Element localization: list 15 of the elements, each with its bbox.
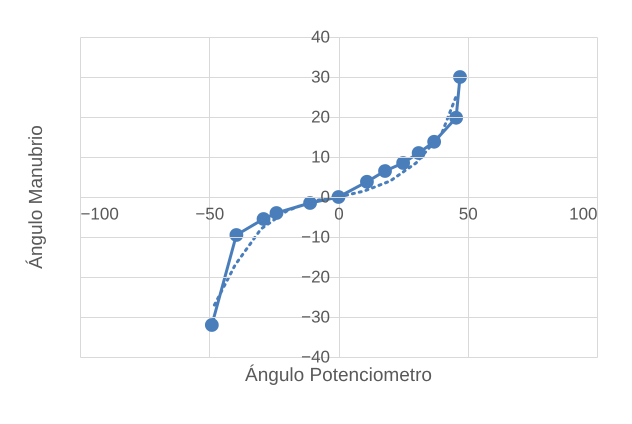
y-tick-label: 40 xyxy=(311,28,330,46)
x-tick-label: 0 xyxy=(334,204,344,224)
x-tick-label: −100 xyxy=(80,204,119,224)
y-tick-label: 30 xyxy=(311,68,330,86)
x-tick-label: 100 xyxy=(569,204,598,224)
x-axis-title: Ángulo Potenciometro xyxy=(245,365,432,387)
y-tick-label: −40 xyxy=(301,348,330,366)
y-tick-label: −20 xyxy=(301,268,330,286)
x-tick-label: 50 xyxy=(458,204,478,224)
y-tick-label: −30 xyxy=(301,308,330,326)
y-axis-title: Ángulo Manubrio xyxy=(26,125,48,269)
y-tick-label: −10 xyxy=(301,228,330,246)
y-tick-label: 10 xyxy=(311,148,330,166)
x-tick-label: −50 xyxy=(195,204,224,224)
y-tick-label: 20 xyxy=(311,108,330,126)
